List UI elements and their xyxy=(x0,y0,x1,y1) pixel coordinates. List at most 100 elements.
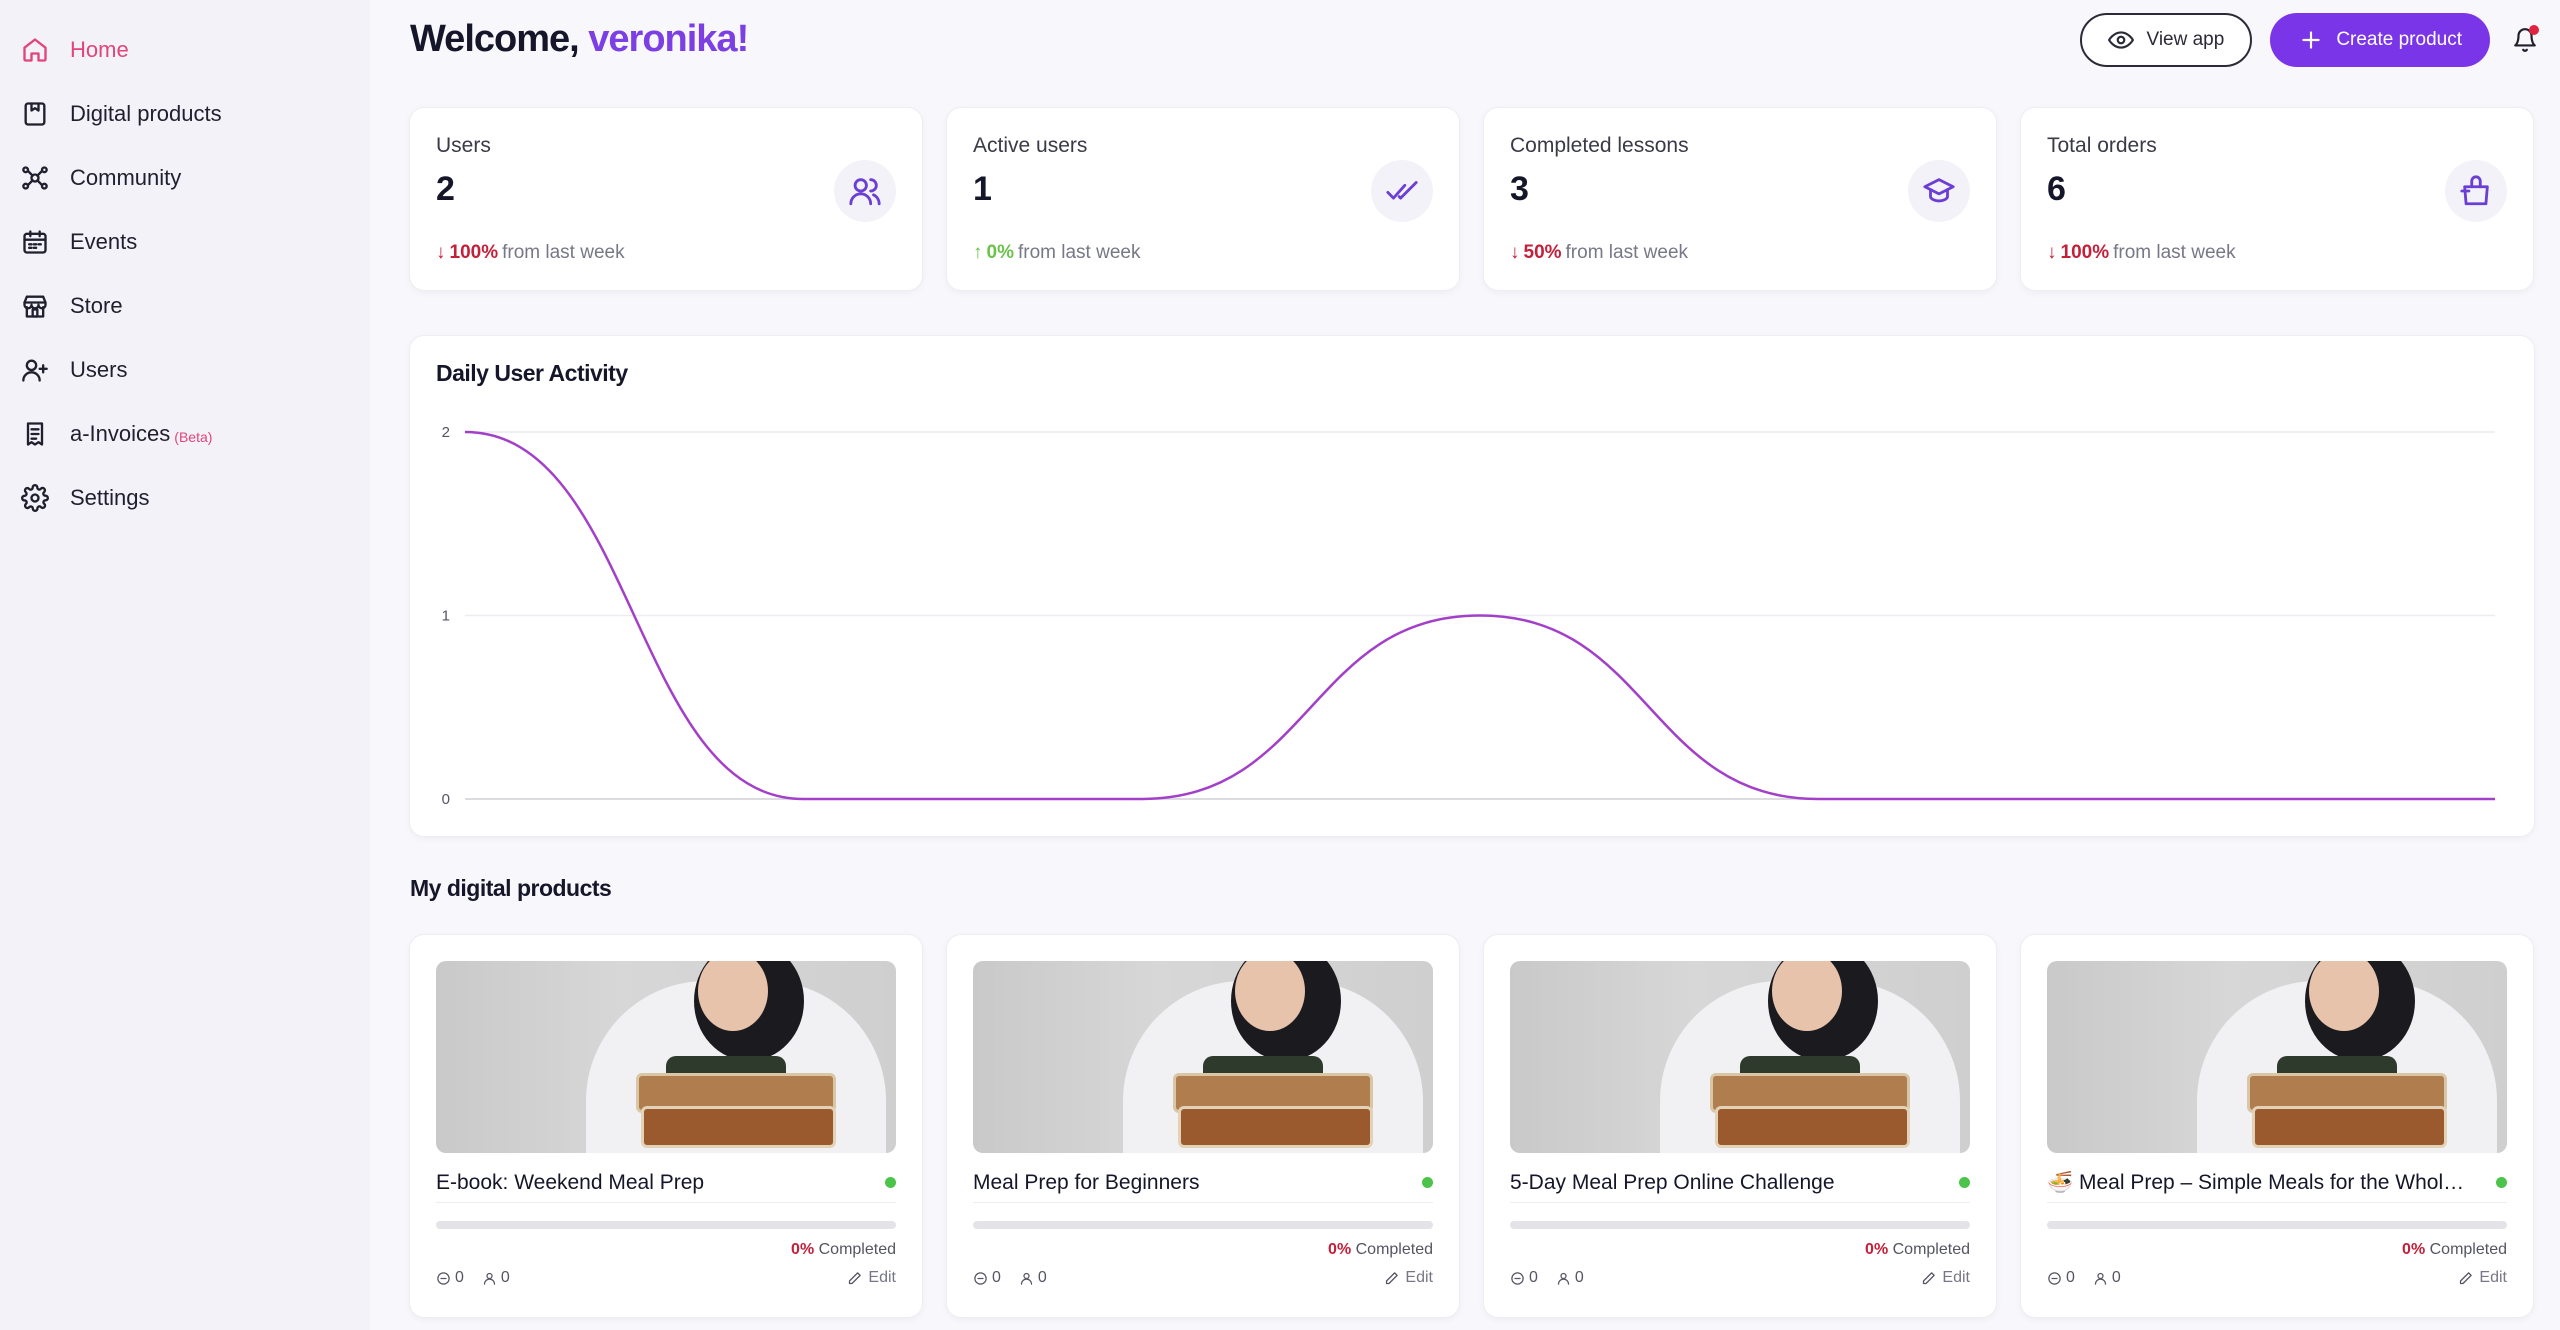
edit-label: Edit xyxy=(2479,1269,2507,1286)
edit-button[interactable]: Edit xyxy=(1921,1269,1970,1287)
comments-count: 0 xyxy=(2066,1269,2075,1286)
product-card[interactable]: 🍜 Meal Prep – Simple Meals for the Whole… xyxy=(2021,935,2533,1317)
comment-icon xyxy=(2048,1271,2061,1285)
stat-card-active-users: Active users 1 ↑ 0% from last week xyxy=(947,108,1459,290)
products-grid: E-book: Weekend Meal Prep 0% Completed 0… xyxy=(410,935,2533,1317)
stat-value: 2 xyxy=(436,170,455,208)
users-icon xyxy=(834,160,896,222)
sidebar-item-a-invoices[interactable]: a-Invoices (Beta) xyxy=(0,402,370,466)
comment-icon xyxy=(437,1271,450,1285)
trend-percent: 0% xyxy=(986,242,1014,263)
view-app-button[interactable]: View app xyxy=(2080,13,2253,67)
progress-bar xyxy=(436,1221,896,1229)
arrow-down-icon: ↓ xyxy=(2047,242,2057,263)
section-title: My digital products xyxy=(410,875,612,901)
series-line xyxy=(464,430,2495,801)
published-status-dot xyxy=(2496,1177,2507,1188)
sidebar-item-label: Digital products xyxy=(70,101,222,126)
product-image xyxy=(1510,961,1970,1153)
product-card[interactable]: Meal Prep for Beginners 0% Completed 0 0… xyxy=(947,935,1459,1317)
completion-text: 0% Completed xyxy=(2047,1241,2507,1259)
sidebar: Home Digital products Community Events S… xyxy=(0,0,370,1330)
users-icon xyxy=(20,355,50,385)
stat-card-users: Users 2 ↓ 100% from last week xyxy=(410,108,922,290)
trend-suffix: from last week xyxy=(502,242,625,263)
completion-percent: 0% xyxy=(1328,1241,1352,1258)
sidebar-item-label: Events xyxy=(70,229,138,254)
sidebar-item-digital-products[interactable]: Digital products xyxy=(0,82,370,146)
trend-percent: 100% xyxy=(2060,242,2110,263)
progress-bar xyxy=(1510,1221,1970,1229)
sidebar-item-label: Settings xyxy=(70,485,150,510)
edit-button[interactable]: Edit xyxy=(1384,1269,1433,1287)
stat-trend: ↓ 100% from last week xyxy=(2047,242,2236,264)
completion-text: 0% Completed xyxy=(436,1241,896,1259)
trend-suffix: from last week xyxy=(1565,242,1689,263)
user-icon xyxy=(1557,1272,1570,1285)
gear-icon xyxy=(20,483,50,513)
completion-label: Completed xyxy=(1355,1241,1433,1258)
completion-label: Completed xyxy=(2429,1241,2507,1258)
eye-icon xyxy=(2108,31,2135,49)
pencil-icon xyxy=(849,1271,862,1284)
sidebar-item-events[interactable]: Events xyxy=(0,210,370,274)
edit-button[interactable]: Edit xyxy=(847,1269,896,1287)
main-content: Welcome, veronika! View app Create produ… xyxy=(370,0,2560,1330)
stat-label: Users xyxy=(436,134,491,157)
create-product-label: Create product xyxy=(2336,29,2462,50)
comments-count: 0 xyxy=(1529,1269,1538,1286)
arrow-down-icon: ↓ xyxy=(436,242,446,263)
chart-title: Daily User Activity xyxy=(436,360,628,386)
welcome-text: Welcome, xyxy=(410,18,580,60)
users-count: 0 xyxy=(500,1269,510,1286)
product-title: Meal Prep for Beginners xyxy=(973,1170,1200,1194)
sidebar-item-home[interactable]: Home xyxy=(0,18,370,82)
users-count: 0 xyxy=(1574,1269,1584,1286)
user-icon xyxy=(2094,1272,2107,1285)
double-check-icon xyxy=(1371,160,1433,222)
trend-suffix: from last week xyxy=(2113,242,2236,263)
sidebar-item-users[interactable]: Users xyxy=(0,338,370,402)
y-tick-label: 0 xyxy=(442,791,450,808)
create-product-button[interactable]: Create product xyxy=(2270,13,2490,67)
product-image xyxy=(2047,961,2507,1153)
stat-trend: ↓ 100% from last week xyxy=(436,242,625,264)
product-title: E-book: Weekend Meal Prep xyxy=(436,1170,705,1194)
stats-row: Users 2 ↓ 100% from last week Active use… xyxy=(410,108,2533,290)
product-card[interactable]: E-book: Weekend Meal Prep 0% Completed 0… xyxy=(410,935,922,1317)
users-count: 0 xyxy=(2111,1269,2121,1286)
page-title: Welcome, veronika! xyxy=(410,18,749,61)
sidebar-item-label: Community xyxy=(70,165,182,190)
y-tick-label: 2 xyxy=(442,424,450,441)
sidebar-item-community[interactable]: Community xyxy=(0,146,370,210)
stat-card-total-orders: Total orders 6 ↓ 100% from last week xyxy=(2021,108,2533,290)
shopping-bag-icon xyxy=(2445,160,2507,222)
arrow-down-icon: ↓ xyxy=(1510,242,1520,263)
comments-count: 0 xyxy=(992,1269,1001,1286)
progress-bar xyxy=(2047,1221,2507,1229)
invoice-icon xyxy=(20,419,50,449)
user-name: veronika! xyxy=(588,18,749,60)
stat-value: 3 xyxy=(1510,170,1529,208)
edit-label: Edit xyxy=(1405,1269,1433,1286)
trend-percent: 100% xyxy=(449,242,499,263)
edit-label: Edit xyxy=(868,1269,896,1286)
sidebar-item-settings[interactable]: Settings xyxy=(0,466,370,530)
pencil-icon xyxy=(2460,1271,2473,1284)
sidebar-item-label: Users xyxy=(70,357,128,382)
topbar-actions: View app Create product xyxy=(2080,13,2542,67)
edit-label: Edit xyxy=(1942,1269,1970,1286)
stat-label: Completed lessons xyxy=(1510,134,1689,157)
comments-count: 0 xyxy=(455,1269,464,1286)
completion-label: Completed xyxy=(1892,1241,1970,1258)
product-card[interactable]: 5-Day Meal Prep Online Challenge 0% Comp… xyxy=(1484,935,1996,1317)
product-image xyxy=(973,961,1433,1153)
home-icon xyxy=(20,35,50,65)
arrow-up-icon: ↑ xyxy=(973,242,983,263)
stat-value: 1 xyxy=(973,170,992,208)
graduation-cap-icon xyxy=(1908,160,1970,222)
notifications-button[interactable] xyxy=(2508,23,2542,57)
sidebar-item-store[interactable]: Store xyxy=(0,274,370,338)
bell-icon xyxy=(2514,28,2536,52)
edit-button[interactable]: Edit xyxy=(2458,1269,2507,1287)
